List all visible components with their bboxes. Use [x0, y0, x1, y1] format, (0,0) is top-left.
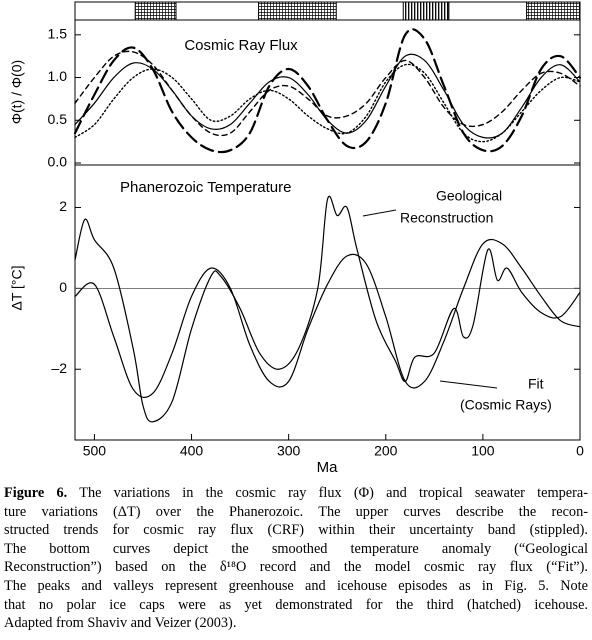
figure: Cosmic Ray Flux Phanerozoic Temperature … [9, 1, 584, 476]
caption-line: structed trends for cosmic ray flux (CRF… [4, 522, 588, 539]
series-line [74, 50, 581, 137]
caption-line: Figure 6. The variations in the cosmic r… [4, 484, 588, 503]
icehouse-band [258, 1, 337, 21]
y-tick-label: 0 [59, 279, 67, 295]
leader-line [439, 380, 498, 389]
annotation: (Cosmic Rays) [460, 397, 552, 413]
x-tick-label: 100 [471, 443, 495, 459]
y-tick-label: 2 [59, 198, 67, 214]
series-line [74, 195, 581, 423]
x-tick-label: 400 [180, 443, 204, 459]
bottom-panel-frame [74, 164, 581, 441]
y-tick-label: 1.5 [48, 26, 68, 42]
icehouse-band [134, 1, 177, 21]
caption-line: ture variations (ΔT) over the Phanerozoi… [4, 503, 588, 520]
caption-label: Figure 6. [4, 485, 68, 501]
annotation: Fit [528, 376, 544, 392]
x-tick-label: 0 [576, 443, 584, 459]
x-axis-label: Ma [317, 459, 338, 476]
series-line [73, 28, 582, 154]
caption-line: Reconstruction”) based on the δ¹⁸O recor… [4, 559, 588, 576]
annotation: Geological [436, 188, 502, 204]
y-tick-label: 0.5 [48, 111, 68, 127]
series-line [74, 238, 581, 398]
x-tick-label: 500 [83, 443, 107, 459]
y-tick-label: –2 [51, 360, 67, 376]
caption-line: Adapted from Shaviv and Veizer (2003). [4, 615, 237, 632]
x-tick-label: 300 [277, 443, 301, 459]
annotation: Reconstruction [400, 210, 493, 226]
caption: Figure 6. The variations in the cosmic r… [4, 484, 588, 633]
series-line [74, 63, 581, 143]
leader-line [362, 209, 397, 217]
icehouse-band [402, 1, 450, 21]
y-tick-label: 0.0 [48, 154, 68, 170]
panel-title: Cosmic Ray Flux [184, 37, 298, 54]
caption-line: The bottom curves depict the smoothed te… [4, 540, 588, 557]
icehouse-band [526, 1, 581, 21]
top-panel-frame [74, 19, 581, 166]
caption-text: The variations in the cosmic ray flux (Φ… [67, 485, 588, 501]
caption-line: that no polar ice caps were as yet demon… [4, 596, 588, 613]
x-tick-label: 200 [374, 443, 398, 459]
y-tick-label: 1.0 [48, 68, 68, 84]
panel-title: Phanerozoic Temperature [120, 179, 292, 196]
y-axis-label: ΔT [°C] [9, 265, 25, 310]
caption-line: The peaks and valleys represent greenhou… [4, 577, 588, 594]
y-axis-label: Φ(t) / Φ(0) [9, 60, 25, 124]
